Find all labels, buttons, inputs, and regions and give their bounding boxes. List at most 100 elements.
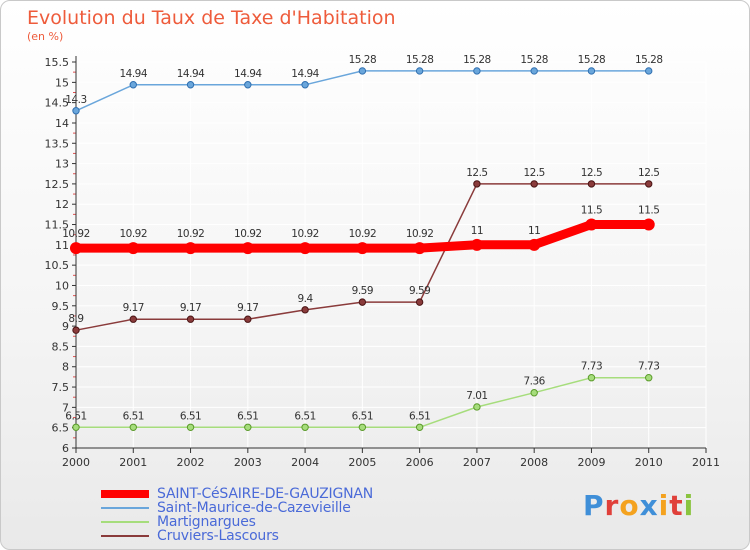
data-point <box>587 180 596 188</box>
y-tick-label: 9 <box>62 320 69 333</box>
data-point <box>358 298 367 306</box>
data-label: 9.17 <box>180 302 201 314</box>
y-tick-label: 7.5 <box>52 381 70 394</box>
data-label: 14.94 <box>291 68 319 80</box>
data-point <box>587 374 596 382</box>
y-tick-label: 13.5 <box>45 137 70 150</box>
x-tick-label: 2011 <box>692 456 720 469</box>
legend-item-saint-maurice: Saint-Maurice-de-Cazevieille <box>101 501 373 515</box>
data-label: 6.51 <box>237 410 258 422</box>
logo-letter: P <box>583 489 605 522</box>
data-point <box>72 107 80 115</box>
data-point <box>301 306 309 314</box>
data-label: 7.73 <box>638 361 659 373</box>
x-tick-label: 2003 <box>234 456 262 469</box>
data-point <box>530 67 538 75</box>
data-label: 6.51 <box>123 410 144 422</box>
data-point <box>415 67 424 75</box>
y-tick-label: 12.5 <box>45 178 70 191</box>
data-point <box>587 67 596 75</box>
chart-unit-label: (en %) <box>27 30 64 43</box>
legend: SAINT-CéSAIRE-DE-GAUZIGNAN Saint-Maurice… <box>101 487 373 543</box>
data-point <box>70 242 82 255</box>
data-label: 10.92 <box>234 228 262 240</box>
data-label: 14.94 <box>234 68 262 80</box>
data-point <box>129 423 137 431</box>
data-label: 15.28 <box>349 54 377 66</box>
data-label: 8.9 <box>68 313 83 325</box>
data-point <box>645 180 653 188</box>
data-label: 9.59 <box>352 285 373 297</box>
proxiti-logo: Proxiti <box>583 489 694 522</box>
y-tick-label: 11.5 <box>45 219 70 232</box>
data-label: 7.01 <box>466 390 487 402</box>
data-label: 14.3 <box>65 94 86 106</box>
x-tick-label: 2009 <box>577 456 605 469</box>
y-tick-label: 14 <box>55 117 69 130</box>
data-label: 6.51 <box>409 410 430 422</box>
legend-label-martignargues: Martignargues <box>157 514 256 530</box>
data-point <box>473 67 481 75</box>
x-tick-label: 2008 <box>520 456 548 469</box>
data-point <box>356 242 369 255</box>
x-tick-label: 2001 <box>119 456 147 469</box>
data-point <box>186 315 195 323</box>
data-point <box>186 423 195 431</box>
data-label: 10.92 <box>291 228 319 240</box>
data-label: 9.59 <box>409 285 430 297</box>
data-point <box>415 298 424 306</box>
data-label: 12.5 <box>581 167 602 179</box>
data-point <box>415 423 424 431</box>
legend-label-saint-cesaire: SAINT-CéSAIRE-DE-GAUZIGNAN <box>157 486 374 502</box>
data-label: 15.28 <box>520 54 548 66</box>
y-tick-label: 6.5 <box>52 422 70 435</box>
data-label: 9.4 <box>297 293 313 305</box>
data-point <box>301 81 309 89</box>
legend-swatch-cruviers-lascours <box>101 535 149 537</box>
legend-swatch-saint-cesaire <box>101 490 149 498</box>
data-point <box>473 403 481 411</box>
data-label: 6.51 <box>352 410 373 422</box>
x-tick-label: 2007 <box>463 456 491 469</box>
data-point <box>299 242 312 255</box>
data-label: 7.36 <box>523 376 545 388</box>
data-point <box>645 67 653 75</box>
data-label: 9.17 <box>123 302 144 314</box>
data-point <box>244 81 252 89</box>
data-point <box>244 315 252 323</box>
legend-label-saint-maurice: Saint-Maurice-de-Cazevieille <box>157 500 351 516</box>
data-label: 14.94 <box>177 68 205 80</box>
y-tick-label: 12 <box>55 198 69 211</box>
data-point <box>301 423 309 431</box>
x-tick-label: 2002 <box>177 456 205 469</box>
x-tick-label: 2010 <box>635 456 663 469</box>
data-point <box>129 81 137 89</box>
data-label: 12.5 <box>466 167 487 179</box>
data-label: 11 <box>528 225 540 237</box>
data-label: 11.5 <box>581 205 602 217</box>
y-tick-label: 7 <box>62 401 69 414</box>
data-label: 10.92 <box>349 228 377 240</box>
data-label: 6.51 <box>294 410 315 422</box>
logo-letter: t <box>669 489 684 522</box>
data-point <box>241 242 254 255</box>
axes: 6 6.5 7 7.5 8 8.5 9 9.5 10 10.5 11 11.5 12 12.5 13 13.5… <box>45 56 720 469</box>
y-tick-label: 8 <box>62 361 69 374</box>
data-point <box>127 242 140 255</box>
data-label: 7.73 <box>581 361 602 373</box>
data-label: 15.28 <box>578 54 606 66</box>
data-point <box>129 315 137 323</box>
data-label: 12.5 <box>638 167 659 179</box>
chart-title: Evolution du Taux de Taxe d'Habitation <box>27 7 396 29</box>
logo-letter: o <box>619 489 640 522</box>
logo-letter: i <box>683 489 695 522</box>
data-point <box>470 238 483 251</box>
legend-item-cruviers-lascours: Cruviers-Lascours <box>101 529 373 543</box>
legend-item-saint-cesaire: SAINT-CéSAIRE-DE-GAUZIGNAN <box>101 487 373 501</box>
data-label: 6.51 <box>180 410 201 422</box>
x-tick-label: 2005 <box>348 456 376 469</box>
grid-lines <box>75 61 707 449</box>
data-label: 10.92 <box>119 228 147 240</box>
legend-label-cruviers-lascours: Cruviers-Lascours <box>157 528 279 544</box>
